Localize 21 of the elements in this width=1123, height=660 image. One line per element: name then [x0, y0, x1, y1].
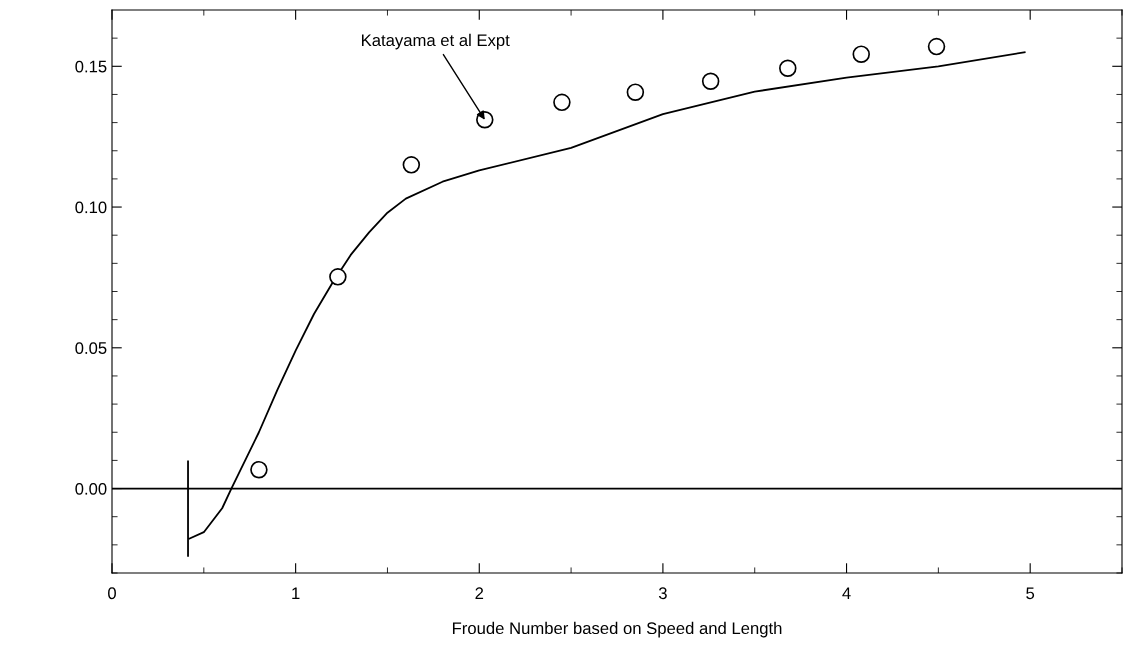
- point: [852, 45, 870, 63]
- y-tick-label: 0.05: [75, 342, 107, 354]
- point: [701, 72, 720, 90]
- point: [553, 93, 571, 112]
- point: [927, 37, 946, 56]
- annotation: Katayama et al Expt: [361, 33, 510, 50]
- y-tick-label: 0.10: [75, 201, 107, 214]
- point: [779, 59, 797, 78]
- x-tick-label: 3: [658, 587, 667, 600]
- point: [626, 83, 645, 101]
- x-tick-label: 0: [108, 587, 116, 600]
- point: [402, 156, 421, 174]
- x-tick-label: 5: [1026, 587, 1035, 600]
- x-tick-label: 2: [475, 587, 484, 599]
- point: [329, 268, 347, 286]
- point: [250, 460, 268, 479]
- x-axis-title: Froude Number based on Speed and Length: [452, 621, 782, 638]
- x-tick-label: 4: [842, 587, 851, 599]
- y-tick-label: 0.00: [75, 482, 107, 495]
- y-tick-label: 0.15: [75, 60, 107, 73]
- x-tick-label: 1: [292, 587, 300, 599]
